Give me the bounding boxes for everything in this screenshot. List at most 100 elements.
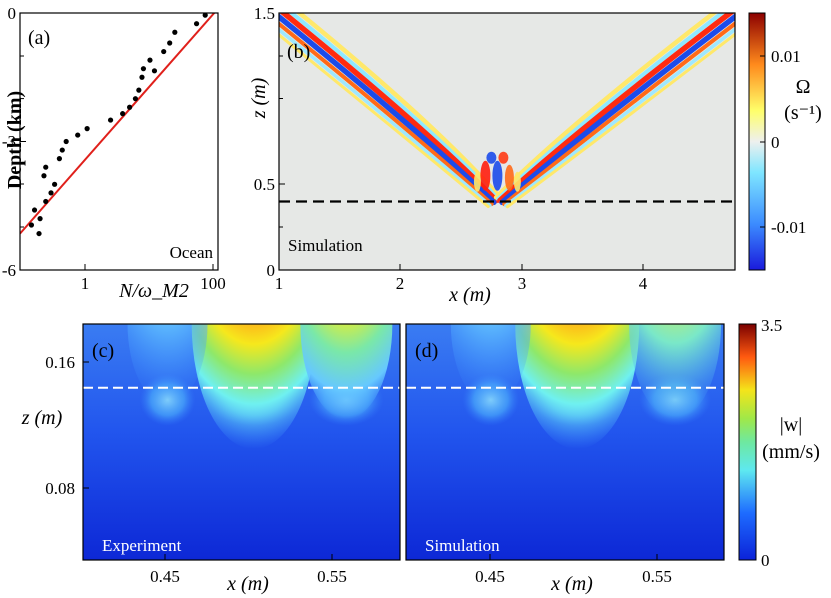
panel-a-ytick-label: -6 — [2, 261, 16, 280]
panel-c-experiment: 0.16 0.08 0.45 0.55 z (m) x (m) (c) Expe… — [21, 323, 401, 595]
panel-b-ytick-label: 1.5 — [254, 4, 275, 23]
panel-a-data-point — [31, 207, 38, 213]
panel-a-data-point — [202, 13, 208, 18]
panel-a-data-point — [193, 21, 200, 27]
panel-d-xtick-label: 0.45 — [475, 567, 505, 586]
panel-c-xtick-label: 0.55 — [317, 567, 347, 586]
panel-c-ytick-label: 0.08 — [45, 479, 75, 498]
panel-a-data-point — [59, 147, 65, 153]
panel-c-ylabel: z (m) — [21, 407, 63, 429]
colorbar-w-label: |w| — [780, 414, 802, 436]
colorbar-omega-tick-label: -0.01 — [771, 218, 806, 237]
panel-b-vertex-blob — [473, 171, 481, 192]
panel-a-xtick-label: 100 — [200, 274, 226, 293]
panel-b-ytick-label: 0 — [267, 261, 276, 280]
panel-b-ytick-label: 0.5 — [254, 175, 275, 194]
panel-b-letter: (b) — [287, 41, 310, 63]
panel-b-vertex-blob — [504, 164, 514, 191]
panel-a-data-point — [147, 57, 153, 63]
colorbar-w-tick-label: 0 — [761, 551, 770, 570]
panel-b-xtick-label: 4 — [639, 274, 648, 293]
panel-b-beam-band — [279, 27, 492, 208]
panel-b-beam-band — [502, 21, 735, 207]
panel-c-lobe — [127, 324, 208, 404]
panel-a-background — [20, 13, 218, 270]
panel-c-xtick-label: 0.45 — [150, 567, 180, 586]
panel-d-letter: (d) — [415, 340, 438, 362]
panel-a-data-point — [41, 173, 47, 179]
panel-a-ylabel: Depth (km) — [4, 91, 26, 189]
panel-a-data-point — [75, 132, 81, 138]
panel-a-data-point — [43, 164, 49, 170]
panel-a-annotation: Ocean — [170, 243, 214, 262]
panel-b-beam-band — [504, 27, 735, 208]
panel-a-data-point — [48, 190, 54, 196]
panel-d-xlabel: x (m) — [550, 573, 593, 595]
panel-d-simulation: 0.45 0.55 x (m) (d) Simulation 3.5 0 |w|… — [405, 316, 820, 595]
panel-a-data-point — [43, 198, 49, 205]
panel-b-annotation: Simulation — [288, 236, 363, 255]
panel-c-lobe — [300, 324, 393, 419]
colorbar-w — [738, 323, 757, 561]
panel-b-xlabel: x (m) — [448, 284, 491, 306]
panel-d-xtick-label: 0.55 — [642, 567, 672, 586]
panel-a-letter: (a) — [28, 27, 50, 49]
panel-c-xlabel: x (m) — [226, 573, 269, 595]
panel-a-data-point — [151, 68, 158, 74]
panel-a-fit-line — [20, 13, 215, 235]
panel-b-vertex-blob — [480, 160, 491, 191]
panel-a-data-point — [120, 111, 126, 117]
panel-b-vertex-blob — [513, 171, 521, 192]
colorbar-omega-tick-label: 0 — [771, 133, 780, 152]
panel-c-letter: (c) — [92, 340, 114, 362]
panel-a-data-point — [37, 216, 43, 222]
panel-c-ytick-label: 0.16 — [45, 353, 75, 372]
panel-a-ytick-label: 0 — [8, 4, 17, 23]
panel-c-lobe — [191, 324, 316, 449]
panel-b-beam-band — [499, 13, 735, 206]
colorbar-omega-label: Ω — [796, 76, 811, 98]
panel-b-beam-band — [279, 21, 494, 207]
panel-c-annotation: Experiment — [102, 536, 182, 555]
colorbar-w-units: (mm/s) — [762, 441, 820, 463]
panel-a-data-point — [28, 222, 35, 228]
panel-b-vertex-blob — [492, 160, 503, 191]
colorbar-w-tick-label: 3.5 — [761, 316, 782, 335]
panel-a-data-point — [132, 96, 139, 102]
panel-d-lobe — [450, 324, 531, 404]
panel-a-data-point — [136, 87, 142, 93]
panel-b-xtick-label: 1 — [275, 274, 284, 293]
panel-a-data-point — [161, 48, 167, 55]
panel-a-data-point — [84, 126, 90, 132]
panel-a-ocean-profile: 0 -3 -6 1 100 Depth (km) N/ω_M2 (a) Ocea… — [2, 4, 226, 302]
panel-b-xtick-label: 2 — [396, 274, 405, 293]
panel-a-xlabel: N/ω_M2 — [118, 280, 189, 302]
panel-a-data-point — [167, 40, 173, 46]
panel-a-data-point — [36, 230, 42, 237]
panel-a-data-point — [127, 104, 133, 110]
panel-b-beam-band — [505, 32, 735, 209]
panel-b-frame — [278, 12, 736, 271]
colorbar-omega-units: (s⁻¹) — [784, 102, 822, 124]
panel-a-data-point — [139, 74, 145, 80]
panel-a-xtick-label: 1 — [81, 274, 90, 293]
panel-c-frame — [82, 323, 401, 561]
panel-b-xtick-label: 3 — [518, 274, 527, 293]
panel-d-frame — [405, 323, 725, 561]
panel-a-data-point — [52, 181, 58, 187]
panel-b-vertex-blob — [498, 151, 509, 164]
panel-b-beam-band — [279, 32, 490, 209]
panel-b-ylabel: z (m) — [248, 77, 270, 119]
panel-d-lobe — [515, 324, 640, 449]
panel-a-data-point — [140, 66, 147, 72]
panel-b-simulation: 1.5 0.5 0 1 2 3 4 z (m) x (m) (b) Simula… — [248, 4, 822, 306]
panel-a-data-point — [172, 29, 178, 35]
panel-a-data-point — [63, 138, 69, 145]
panel-a-data-point — [107, 117, 114, 123]
panel-b-vertex-blob — [486, 151, 497, 164]
panel-d-lobe — [629, 324, 722, 419]
panel-a-ytick-label: -3 — [2, 132, 16, 151]
panel-a-data-point — [56, 156, 62, 162]
